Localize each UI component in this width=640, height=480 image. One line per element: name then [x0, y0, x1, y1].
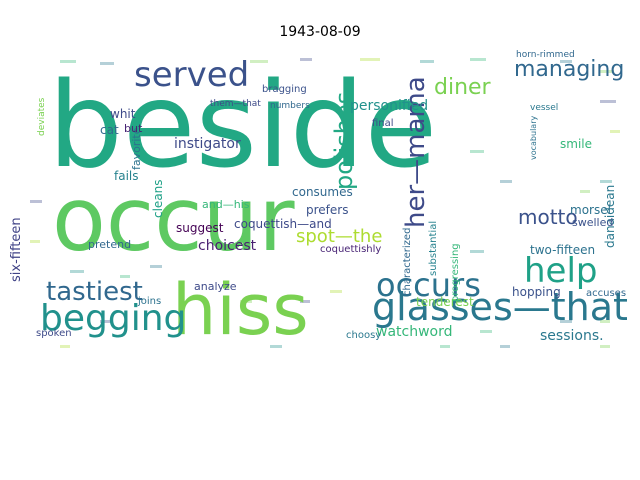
cloud-word: glasses—that [372, 285, 628, 329]
cloud-word: tenderest [416, 295, 474, 309]
filler-word-mark [300, 58, 312, 61]
filler-word-mark [100, 320, 112, 323]
cloud-word: favorite [130, 127, 143, 170]
cloud-word: watchword [376, 324, 453, 340]
filler-word-mark [470, 150, 484, 153]
cloud-word: cat [100, 123, 119, 137]
filler-word-mark [600, 345, 610, 348]
cloud-word: personified [350, 98, 428, 114]
filler-word-mark [30, 200, 42, 203]
cloud-word: begging [40, 298, 186, 339]
cloud-word: suggest [176, 221, 224, 235]
cloud-word: instigator [174, 136, 241, 152]
cloud-word: smile [560, 137, 592, 151]
cloud-word: coquettishly [320, 244, 381, 255]
cloud-word: characterized [402, 228, 413, 296]
cloud-word: pretend [88, 238, 131, 251]
filler-word-mark [610, 130, 620, 133]
cloud-word: polishes [330, 92, 358, 190]
cloud-word: bragging [262, 84, 307, 95]
filler-word-mark [270, 345, 282, 348]
filler-word-mark [240, 300, 252, 303]
cloud-word: and—his [202, 198, 250, 211]
cloud-word: spoken [36, 328, 72, 339]
cloud-word: hopping [512, 285, 561, 299]
cloud-word: six-fifteen [9, 217, 24, 282]
cloud-word: deviates [37, 97, 47, 136]
filler-word-mark [600, 320, 610, 323]
filler-word-mark [560, 60, 572, 63]
cloud-word: consumes [292, 185, 353, 199]
cloud-word: two-fifteen [530, 243, 595, 257]
cloud-word: cleans [151, 179, 165, 218]
cloud-word: whit [110, 107, 136, 121]
filler-word-mark [500, 345, 510, 348]
filler-word-mark [100, 62, 114, 65]
cloud-word: swelled [572, 216, 613, 229]
filler-word-mark [250, 60, 268, 63]
filler-word-mark [600, 70, 614, 73]
cloud-word: help [524, 251, 598, 291]
cloud-word: spot—the [296, 226, 382, 247]
cloud-word: motto [518, 205, 578, 229]
chart-title: 1943-08-09 [279, 24, 361, 40]
cloud-word: them—that [210, 99, 261, 109]
filler-word-mark [60, 60, 76, 63]
filler-word-mark [420, 60, 434, 63]
filler-word-mark [480, 330, 492, 333]
cloud-word: vocabulary [529, 116, 538, 160]
filler-word-mark [440, 345, 450, 348]
cloud-word: accuses [586, 288, 626, 299]
filler-word-mark [330, 290, 342, 293]
cloud-word: choosy [346, 330, 381, 341]
cloud-word: tastiest [46, 277, 143, 307]
cloud-word: substantial [428, 221, 439, 276]
filler-word-mark [360, 58, 380, 61]
cloud-word: joins [137, 296, 161, 307]
filler-word-mark [560, 320, 572, 323]
cloud-word: beside [48, 56, 437, 194]
cloud-word: analyze [194, 280, 237, 293]
cloud-word: numbers [270, 101, 310, 111]
cloud-word: vessel [530, 103, 558, 113]
cloud-word: but [124, 122, 143, 135]
filler-word-mark [600, 100, 616, 103]
cloud-word: danaidean [603, 185, 617, 248]
filler-word-mark [300, 300, 310, 303]
filler-word-mark [500, 180, 512, 183]
filler-word-mark [60, 345, 70, 348]
filler-word-mark [600, 180, 612, 183]
filler-word-mark [580, 190, 590, 193]
cloud-word: occurs [376, 266, 481, 304]
cloud-word: sessions. [540, 328, 604, 344]
filler-word-mark [470, 58, 486, 61]
cloud-word: served [134, 55, 249, 95]
cloud-word: horn-rimmed [516, 50, 575, 60]
filler-word-mark [30, 240, 40, 243]
filler-word-mark [470, 250, 484, 253]
cloud-word: diner [434, 75, 492, 100]
cloud-word: coquettish—and [234, 217, 332, 231]
cloud-word: progressing [450, 243, 461, 302]
cloud-word: prefers [306, 203, 348, 217]
filler-word-mark [150, 265, 162, 268]
filler-word-mark [120, 275, 130, 278]
cloud-word: final [372, 118, 394, 129]
cloud-word: fails [114, 169, 139, 183]
cloud-word: choicest [198, 238, 257, 254]
cloud-word: morsel [570, 203, 611, 217]
cloud-word: managing [514, 57, 624, 82]
cloud-word: her—mama [401, 76, 431, 228]
cloud-word: hiss [172, 269, 309, 351]
cloud-word: occur [52, 168, 295, 271]
filler-word-mark [70, 270, 84, 273]
